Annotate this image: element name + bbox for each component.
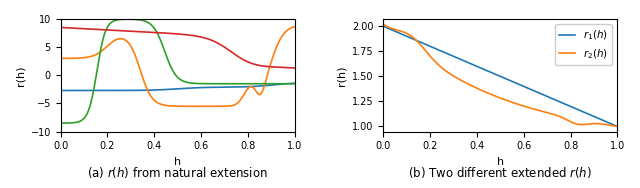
$r_2(h)$ [614, 125, 621, 128]
$r_1(h)$ [487, 71, 495, 74]
$r_1(h)$ [493, 74, 501, 76]
$r_2(h)$ [487, 93, 495, 96]
X-axis label: h: h [174, 157, 181, 167]
Title: (a) $r(h)$ from natural extension: (a) $r(h)$ from natural extension [87, 165, 268, 180]
Line: $r_1(h)$: $r_1(h)$ [383, 26, 618, 127]
$r_1(h)$ [607, 122, 614, 125]
$r_1(h)$ [392, 30, 399, 33]
Line: $r_2(h)$: $r_2(h)$ [383, 24, 618, 127]
$r_1(h)$ [380, 25, 387, 27]
$r_2(h)$ [392, 29, 399, 31]
$r_2(h)$ [493, 96, 501, 98]
Y-axis label: r(h): r(h) [15, 65, 25, 86]
$r_2(h)$ [380, 23, 387, 25]
X-axis label: h: h [497, 157, 504, 167]
Legend: $r_1(h)$, $r_2(h)$: $r_1(h)$, $r_2(h)$ [555, 24, 612, 65]
$r_2(h)$ [607, 124, 614, 127]
Title: (b) Two different extended $r(h)$: (b) Two different extended $r(h)$ [408, 165, 593, 180]
$r_1(h)$ [564, 104, 572, 106]
$r_2(h)$ [564, 119, 572, 121]
$r_1(h)$ [614, 125, 621, 128]
$r_1(h)$ [607, 122, 614, 125]
Y-axis label: r(h): r(h) [337, 65, 346, 86]
$r_2(h)$ [607, 124, 614, 126]
